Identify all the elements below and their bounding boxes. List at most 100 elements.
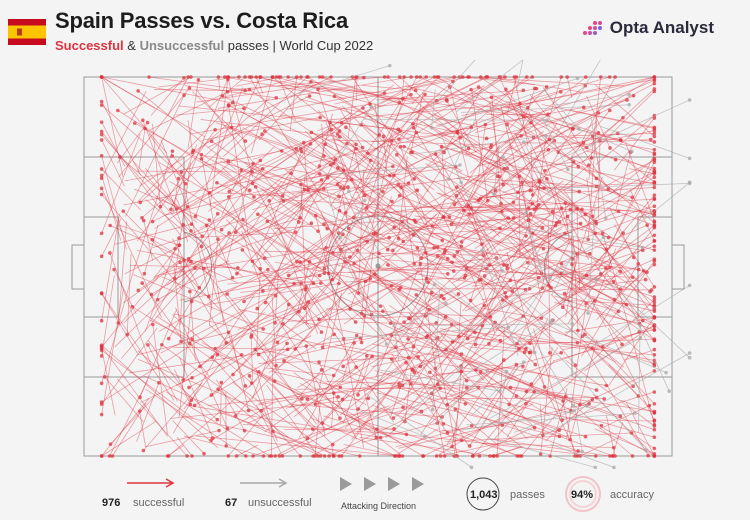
successful-pass-end: [652, 185, 657, 190]
successful-pass-end: [465, 386, 469, 390]
successful-pass-line: [162, 237, 390, 276]
successful-pass-end: [588, 251, 592, 256]
successful-pass-line: [123, 172, 292, 206]
successful-pass-line: [312, 382, 430, 457]
successful-pass-line: [615, 152, 632, 212]
successful-pass-end: [253, 185, 258, 189]
successful-pass-line: [571, 419, 655, 422]
successful-pass-line: [493, 445, 522, 457]
successful-pass-line: [331, 264, 504, 274]
successful-pass-line: [557, 240, 655, 307]
successful-pass-end: [500, 423, 505, 428]
successful-pass-end: [521, 114, 526, 119]
successful-pass-end: [271, 429, 275, 434]
successful-pass-line: [409, 76, 460, 89]
successful-pass-line: [488, 178, 597, 187]
successful-pass-end: [503, 75, 507, 79]
successful-pass-line: [175, 148, 301, 216]
successful-pass-end: [286, 75, 290, 79]
unsuccessful-pass-line: [554, 94, 630, 106]
successful-pass-end: [636, 261, 641, 266]
successful-pass-end: [594, 395, 599, 400]
successful-pass-line: [272, 383, 314, 430]
successful-pass-end: [532, 207, 537, 212]
successful-pass-end: [618, 414, 623, 419]
successful-pass-end: [253, 347, 257, 352]
successful-pass-end: [364, 206, 369, 210]
successful-pass-line: [343, 338, 365, 448]
successful-pass-line: [101, 155, 127, 250]
successful-pass-end: [489, 95, 494, 100]
successful-pass-line: [152, 126, 337, 222]
successful-pass-end: [99, 138, 104, 142]
successful-pass-line: [202, 160, 250, 191]
successful-pass-line: [366, 96, 405, 209]
successful-pass-line: [339, 186, 361, 226]
successful-pass-line: [409, 218, 514, 320]
successful-pass-end: [273, 321, 277, 325]
successful-pass-end: [243, 384, 248, 388]
successful-pass-end: [277, 454, 282, 458]
successful-pass-end: [189, 398, 194, 403]
successful-pass-end: [652, 233, 657, 238]
successful-pass-end: [524, 389, 529, 394]
successful-pass-end: [108, 442, 113, 446]
successful-pass-line: [158, 269, 269, 332]
successful-pass-end: [522, 350, 527, 354]
successful-pass-line: [465, 248, 502, 276]
successful-pass-line: [415, 268, 633, 278]
successful-pass-line: [551, 268, 655, 341]
successful-pass-line: [257, 213, 391, 287]
successful-pass-line: [582, 117, 624, 151]
successful-pass-line: [255, 186, 293, 256]
successful-pass-end: [412, 177, 417, 181]
successful-pass-line: [563, 189, 655, 318]
successful-pass-line: [504, 237, 572, 294]
successful-pass-line: [394, 428, 439, 457]
successful-pass-line: [104, 376, 144, 423]
successful-pass-line: [400, 244, 639, 270]
unsuccessful-arrow-icon: [240, 478, 288, 488]
successful-pass-end: [652, 303, 657, 308]
successful-pass-line: [597, 140, 601, 219]
successful-pass-end: [99, 99, 104, 104]
successful-pass-end: [190, 375, 194, 380]
successful-pass-line: [259, 76, 321, 95]
successful-pass-end: [344, 125, 348, 130]
successful-pass-end: [293, 230, 298, 234]
successful-pass-end: [526, 206, 531, 210]
successful-pass-line: [172, 188, 344, 275]
successful-pass-line: [581, 91, 655, 164]
successful-pass-line: [211, 294, 255, 358]
successful-pass-line: [567, 216, 590, 261]
successful-pass-line: [288, 315, 426, 322]
successful-pass-line: [486, 76, 582, 93]
successful-pass-line: [423, 403, 534, 457]
successful-pass-end: [261, 454, 266, 458]
successful-pass-end: [226, 454, 231, 458]
successful-pass-end: [476, 85, 481, 89]
unsuccessful-pass-line: [325, 186, 341, 238]
successful-pass-end: [517, 174, 522, 179]
successful-pass-end: [607, 75, 612, 79]
successful-pass-line: [110, 395, 156, 445]
successful-pass-end: [138, 200, 143, 205]
successful-pass-end: [107, 454, 112, 458]
successful-pass-line: [101, 194, 183, 290]
successful-pass-end: [491, 454, 495, 458]
successful-pass-end: [316, 229, 320, 233]
successful-pass-line: [255, 76, 264, 94]
successful-pass-line: [230, 333, 249, 411]
successful-pass-line: [368, 189, 418, 218]
successful-pass-line: [291, 182, 409, 194]
successful-pass-end: [368, 102, 372, 107]
successful-pass-line: [206, 225, 225, 324]
successful-pass-line: [272, 127, 472, 172]
successful-pass-line: [132, 306, 191, 344]
successful-pass-line: [251, 371, 378, 430]
successful-pass-end: [262, 129, 267, 133]
successful-pass-line: [357, 320, 424, 410]
successful-pass-end: [285, 341, 289, 346]
successful-pass-line: [437, 76, 473, 101]
successful-pass-end: [359, 311, 364, 316]
